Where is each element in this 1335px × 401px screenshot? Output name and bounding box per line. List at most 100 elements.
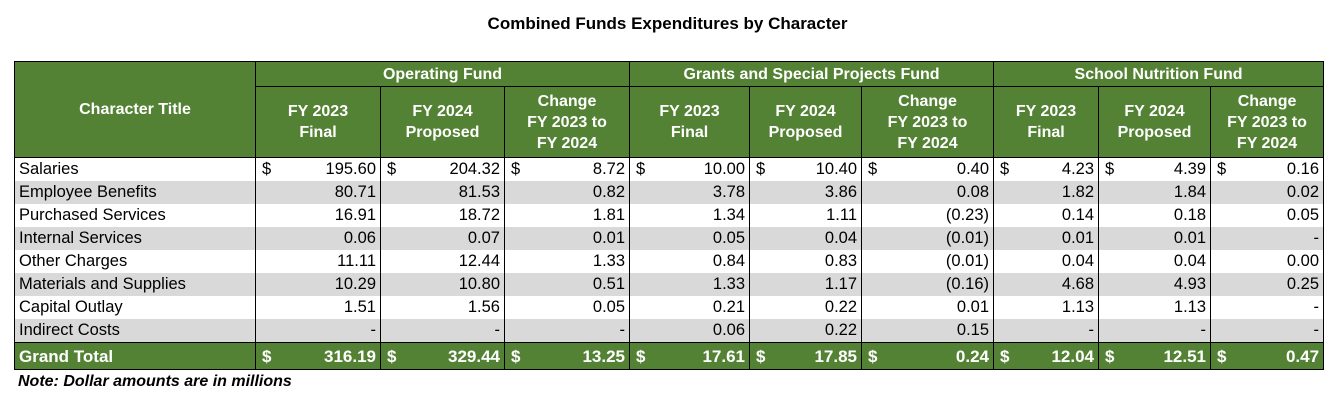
table-body: Salaries $195.60 $204.32 $8.72 $10.00 $10.40 $…	[14, 157, 1325, 370]
cell-value: 0.25	[1286, 275, 1320, 293]
value-cell: $17.61	[629, 342, 751, 370]
value-cell: 0.06	[629, 319, 751, 343]
row-label: Salaries	[14, 157, 256, 181]
cell-value: 0.04	[1061, 252, 1095, 270]
value-cell: 3.86	[749, 181, 863, 204]
row-label: Purchased Services	[14, 204, 256, 227]
value-cell: 0.18	[1098, 204, 1212, 227]
cell-value: 0.18	[1173, 206, 1207, 224]
value-cell: $10.40	[749, 157, 863, 181]
value-cell: 0.01	[993, 227, 1100, 250]
value-cell: 80.71	[255, 181, 381, 204]
group-header-school-nutrition-fund: School Nutrition Fund	[993, 61, 1325, 87]
value-cell: 0.25	[1210, 273, 1325, 296]
cell-value: 0.04	[1173, 252, 1207, 270]
cell-value: 0.07	[467, 229, 500, 247]
value-cell: 16.91	[255, 204, 381, 227]
value-cell: 81.53	[380, 181, 505, 204]
value-cell: (0.01)	[861, 250, 995, 273]
value-cell: 0.14	[993, 204, 1100, 227]
value-cell: $195.60	[255, 157, 381, 181]
group-header-grants-fund: Grants and Special Projects Fund	[629, 61, 995, 87]
cell-value: 13.25	[582, 346, 626, 366]
cell-value: 1.33	[592, 252, 626, 270]
value-cell: -	[1210, 319, 1325, 343]
cell-value: 0.08	[956, 183, 990, 201]
cell-value: -	[1313, 229, 1320, 247]
value-cell: (0.16)	[861, 273, 995, 296]
cell-value: -	[1200, 321, 1207, 339]
table-row: Internal Services 0.06 0.07 0.01 0.05 0.04 (0.…	[14, 227, 1325, 250]
value-cell: 0.06	[255, 227, 381, 250]
cell-value: 1.11	[826, 206, 858, 224]
table-row: Materials and Supplies 10.29 10.80 0.51 1.33…	[14, 273, 1325, 296]
cell-value: 3.78	[712, 183, 746, 201]
cell-value: 12.04	[1051, 346, 1095, 366]
value-cell: 0.07	[380, 227, 505, 250]
table-row: Capital Outlay 1.51 1.56 0.05 0.21 0.22 0.01 1.…	[14, 296, 1325, 319]
cell-value: 1.56	[467, 298, 500, 316]
cell-value: 80.71	[334, 183, 376, 201]
row-label: Other Charges	[14, 250, 256, 273]
cell-value: 12.44	[458, 252, 500, 270]
row-label: Indirect Costs	[14, 319, 256, 343]
value-cell: 0.22	[749, 296, 863, 319]
cell-value: 0.21	[712, 298, 746, 316]
cell-value: 10.80	[458, 275, 500, 293]
subheader-change: Change FY 2023 to FY 2024	[861, 86, 995, 158]
cell-value: 0.05	[592, 298, 626, 316]
value-cell: $0.40	[861, 157, 995, 181]
value-cell: 0.83	[749, 250, 863, 273]
value-cell: 1.33	[503, 250, 631, 273]
value-cell: $12.04	[993, 342, 1100, 370]
currency-symbol: $	[262, 160, 272, 178]
column-subheaders: FY 2023 Final FY 2024 Proposed Change FY 2023…	[15, 86, 1325, 158]
value-cell: (0.01)	[861, 227, 995, 250]
value-cell: 11.11	[255, 250, 381, 273]
value-cell: -	[380, 319, 505, 343]
cell-value: 0.51	[592, 275, 626, 293]
table-row: Indirect Costs - - - 0.06 0.22 0.15 - - -	[14, 319, 1325, 343]
value-cell: $8.72	[503, 157, 631, 181]
table-row: Employee Benefits 80.71 81.53 0.82 3.78 3.86 0…	[14, 181, 1325, 204]
footnote: Note: Dollar amounts are in millions	[18, 373, 292, 390]
subheader-fy2024-proposed: FY 2024 Proposed	[1098, 86, 1212, 158]
value-cell: 1.17	[749, 273, 863, 296]
table-row: Other Charges 11.11 12.44 1.33 0.84 0.83 (0.01…	[14, 250, 1325, 273]
cell-value: 0.82	[592, 183, 626, 201]
cell-value: 1.13	[1061, 298, 1095, 316]
value-cell: 0.08	[861, 181, 995, 204]
table-row: Purchased Services 16.91 18.72 1.81 1.34 1.11…	[14, 204, 1325, 227]
value-cell: $0.24	[861, 342, 995, 370]
value-cell: 0.02	[1210, 181, 1325, 204]
cell-value: 0.02	[1286, 183, 1320, 201]
cell-value: 0.01	[956, 298, 990, 316]
row-label: Capital Outlay	[14, 296, 256, 319]
cell-value: 0.83	[824, 252, 858, 270]
row-label: Employee Benefits	[14, 181, 256, 204]
currency-symbol: $	[387, 160, 397, 178]
cell-value: -	[1313, 321, 1320, 339]
value-cell: $204.32	[380, 157, 505, 181]
value-cell: (0.23)	[861, 204, 995, 227]
currency-symbol: $	[511, 160, 521, 178]
cell-value: 17.85	[814, 346, 858, 366]
value-cell: 18.72	[380, 204, 505, 227]
cell-value: 4.23	[1061, 160, 1095, 178]
cell-value: 10.29	[334, 275, 376, 293]
value-cell: 0.05	[503, 296, 631, 319]
subheader-fy2023-final: FY 2023 Final	[629, 86, 751, 158]
currency-symbol: $	[756, 160, 766, 178]
cell-value: -	[1088, 321, 1095, 339]
value-cell: 1.11	[749, 204, 863, 227]
value-cell: $13.25	[503, 342, 631, 370]
cell-value: -	[494, 321, 501, 339]
cell-value: 0.05	[1286, 206, 1320, 224]
table-title: Combined Funds Expenditures by Character	[487, 14, 848, 33]
row-label: Materials and Supplies	[14, 273, 256, 296]
cell-value: 1.13	[1173, 298, 1207, 316]
cell-value: 0.01	[1061, 229, 1095, 247]
grand-total-row: Grand Total $316.19 $329.44 $13.25 $17.61 $17…	[14, 342, 1325, 370]
value-cell: 0.15	[861, 319, 995, 343]
value-cell: $12.51	[1098, 342, 1212, 370]
